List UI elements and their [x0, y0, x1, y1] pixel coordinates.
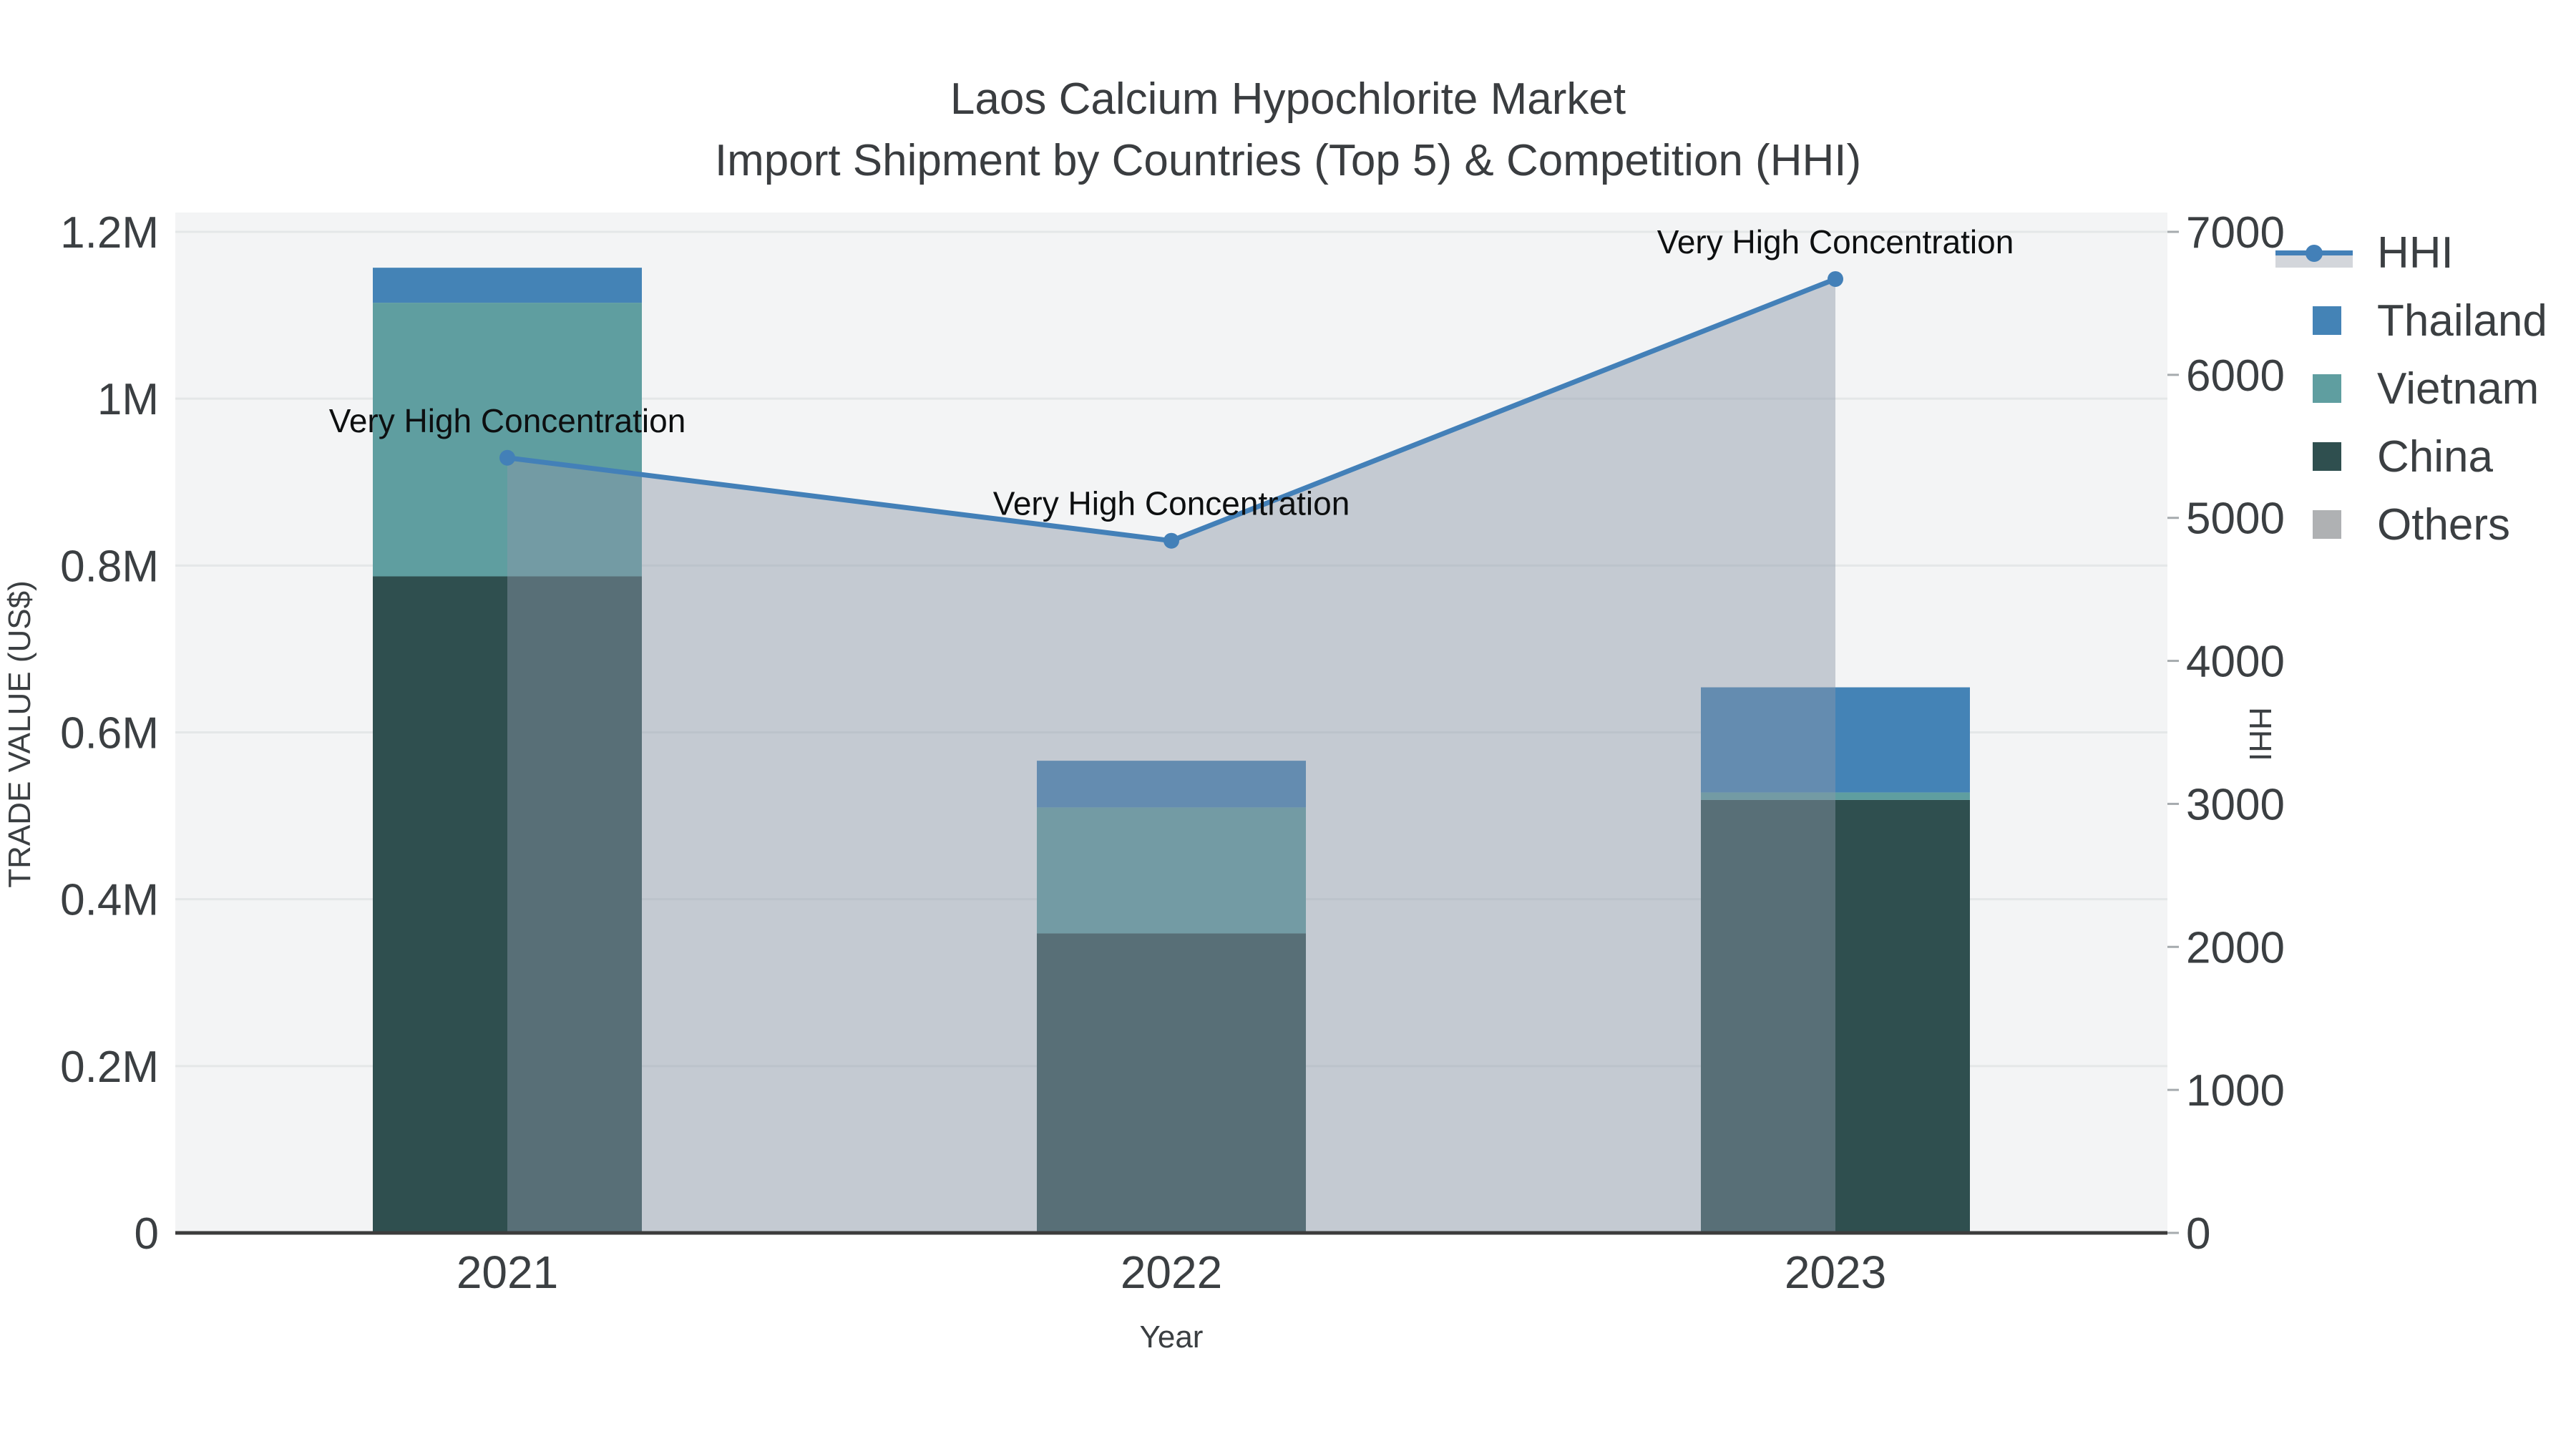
hhi-line-marker-swatch-icon	[2275, 230, 2377, 275]
hhi-marker-2021[interactable]	[499, 449, 515, 466]
color-square-icon	[2313, 510, 2341, 539]
legend-item-vietnam[interactable]: Vietnam	[2275, 364, 2547, 414]
annotation-label-2021: Very High Concentration	[329, 402, 686, 439]
legend-label: Others	[2377, 500, 2511, 550]
annotation-label-2022: Very High Concentration	[993, 485, 1350, 522]
chart-title-line2: Import Shipment by Countries (Top 5) & C…	[714, 135, 1862, 185]
y-left-tick-label: 0.8M	[60, 542, 159, 591]
hhi-marker-2023[interactable]	[1828, 270, 1843, 287]
bar-thailand-2021[interactable]	[373, 268, 642, 303]
legend-label: China	[2377, 432, 2493, 482]
bar-china-2023[interactable]	[1701, 799, 1970, 1233]
bar-vietnam-2023[interactable]	[1701, 792, 1970, 800]
chart-title: Laos Calcium Hypochlorite Market Import …	[0, 69, 2576, 191]
y-axis-right-title: HHI	[2243, 707, 2278, 761]
y-left-tick-label: 0.6M	[60, 709, 159, 758]
bar-thailand-2023[interactable]	[1701, 687, 1970, 793]
bar-china-2022[interactable]	[1037, 933, 1306, 1233]
y-axis-left-title: TRADE VALUE (US$)	[2, 580, 37, 888]
china-color-swatch-icon	[2275, 434, 2377, 479]
chart-title-line1: Laos Calcium Hypochlorite Market	[950, 74, 1626, 124]
color-square-icon	[2313, 442, 2341, 471]
y-left-tick-label: 0	[135, 1209, 159, 1259]
y-right-tick-label: 7000	[2186, 208, 2285, 258]
y-left-tick-label: 1.2M	[60, 208, 159, 258]
annotation-label-2023: Very High Concentration	[1657, 223, 2014, 260]
hhi-area-fill	[507, 278, 1835, 1233]
y-right-tick-label: 0	[2186, 1209, 2210, 1259]
y-left-tick-label: 0.4M	[60, 876, 159, 925]
legend-label: Vietnam	[2377, 364, 2540, 414]
others-color-swatch-icon	[2275, 502, 2377, 547]
y-left-tick-label: 1M	[97, 375, 159, 424]
thailand-color-swatch-icon	[2275, 298, 2377, 343]
color-square-icon	[2313, 374, 2341, 403]
legend-label: HHI	[2377, 228, 2454, 278]
y-right-tick-label: 1000	[2186, 1066, 2285, 1116]
y-left-tick-label: 0.2M	[60, 1043, 159, 1092]
x-tick-label-2021[interactable]: 2021	[457, 1246, 558, 1298]
y-right-tick-label: 4000	[2186, 638, 2285, 687]
legend-item-thailand[interactable]: Thailand	[2275, 296, 2547, 346]
legend-label: Thailand	[2377, 296, 2547, 346]
color-square-icon	[2313, 306, 2341, 335]
bar-vietnam-2022[interactable]	[1037, 807, 1306, 934]
legend-item-china[interactable]: China	[2275, 432, 2547, 482]
x-tick-label-2023[interactable]: 2023	[1785, 1246, 1886, 1298]
legend-item-hhi[interactable]: HHI	[2275, 228, 2547, 278]
bar-vietnam-2021[interactable]	[373, 303, 642, 577]
legend-item-others[interactable]: Others	[2275, 500, 2547, 550]
hhi-marker-2022[interactable]	[1163, 532, 1179, 549]
legend: HHI Thailand Vietnam China Others	[2275, 228, 2547, 550]
bar-china-2021[interactable]	[373, 576, 642, 1233]
y-right-tick-label: 3000	[2186, 780, 2285, 829]
x-axis-title: Year	[1139, 1319, 1204, 1355]
x-tick-label-2022[interactable]: 2022	[1121, 1246, 1222, 1298]
y-right-tick-label: 5000	[2186, 494, 2285, 544]
vietnam-color-swatch-icon	[2275, 366, 2377, 411]
bar-thailand-2022[interactable]	[1037, 761, 1306, 808]
hhi-marker-swatch-icon	[2306, 245, 2323, 262]
y-right-tick-label: 6000	[2186, 351, 2285, 401]
y-right-tick-label: 2000	[2186, 923, 2285, 972]
